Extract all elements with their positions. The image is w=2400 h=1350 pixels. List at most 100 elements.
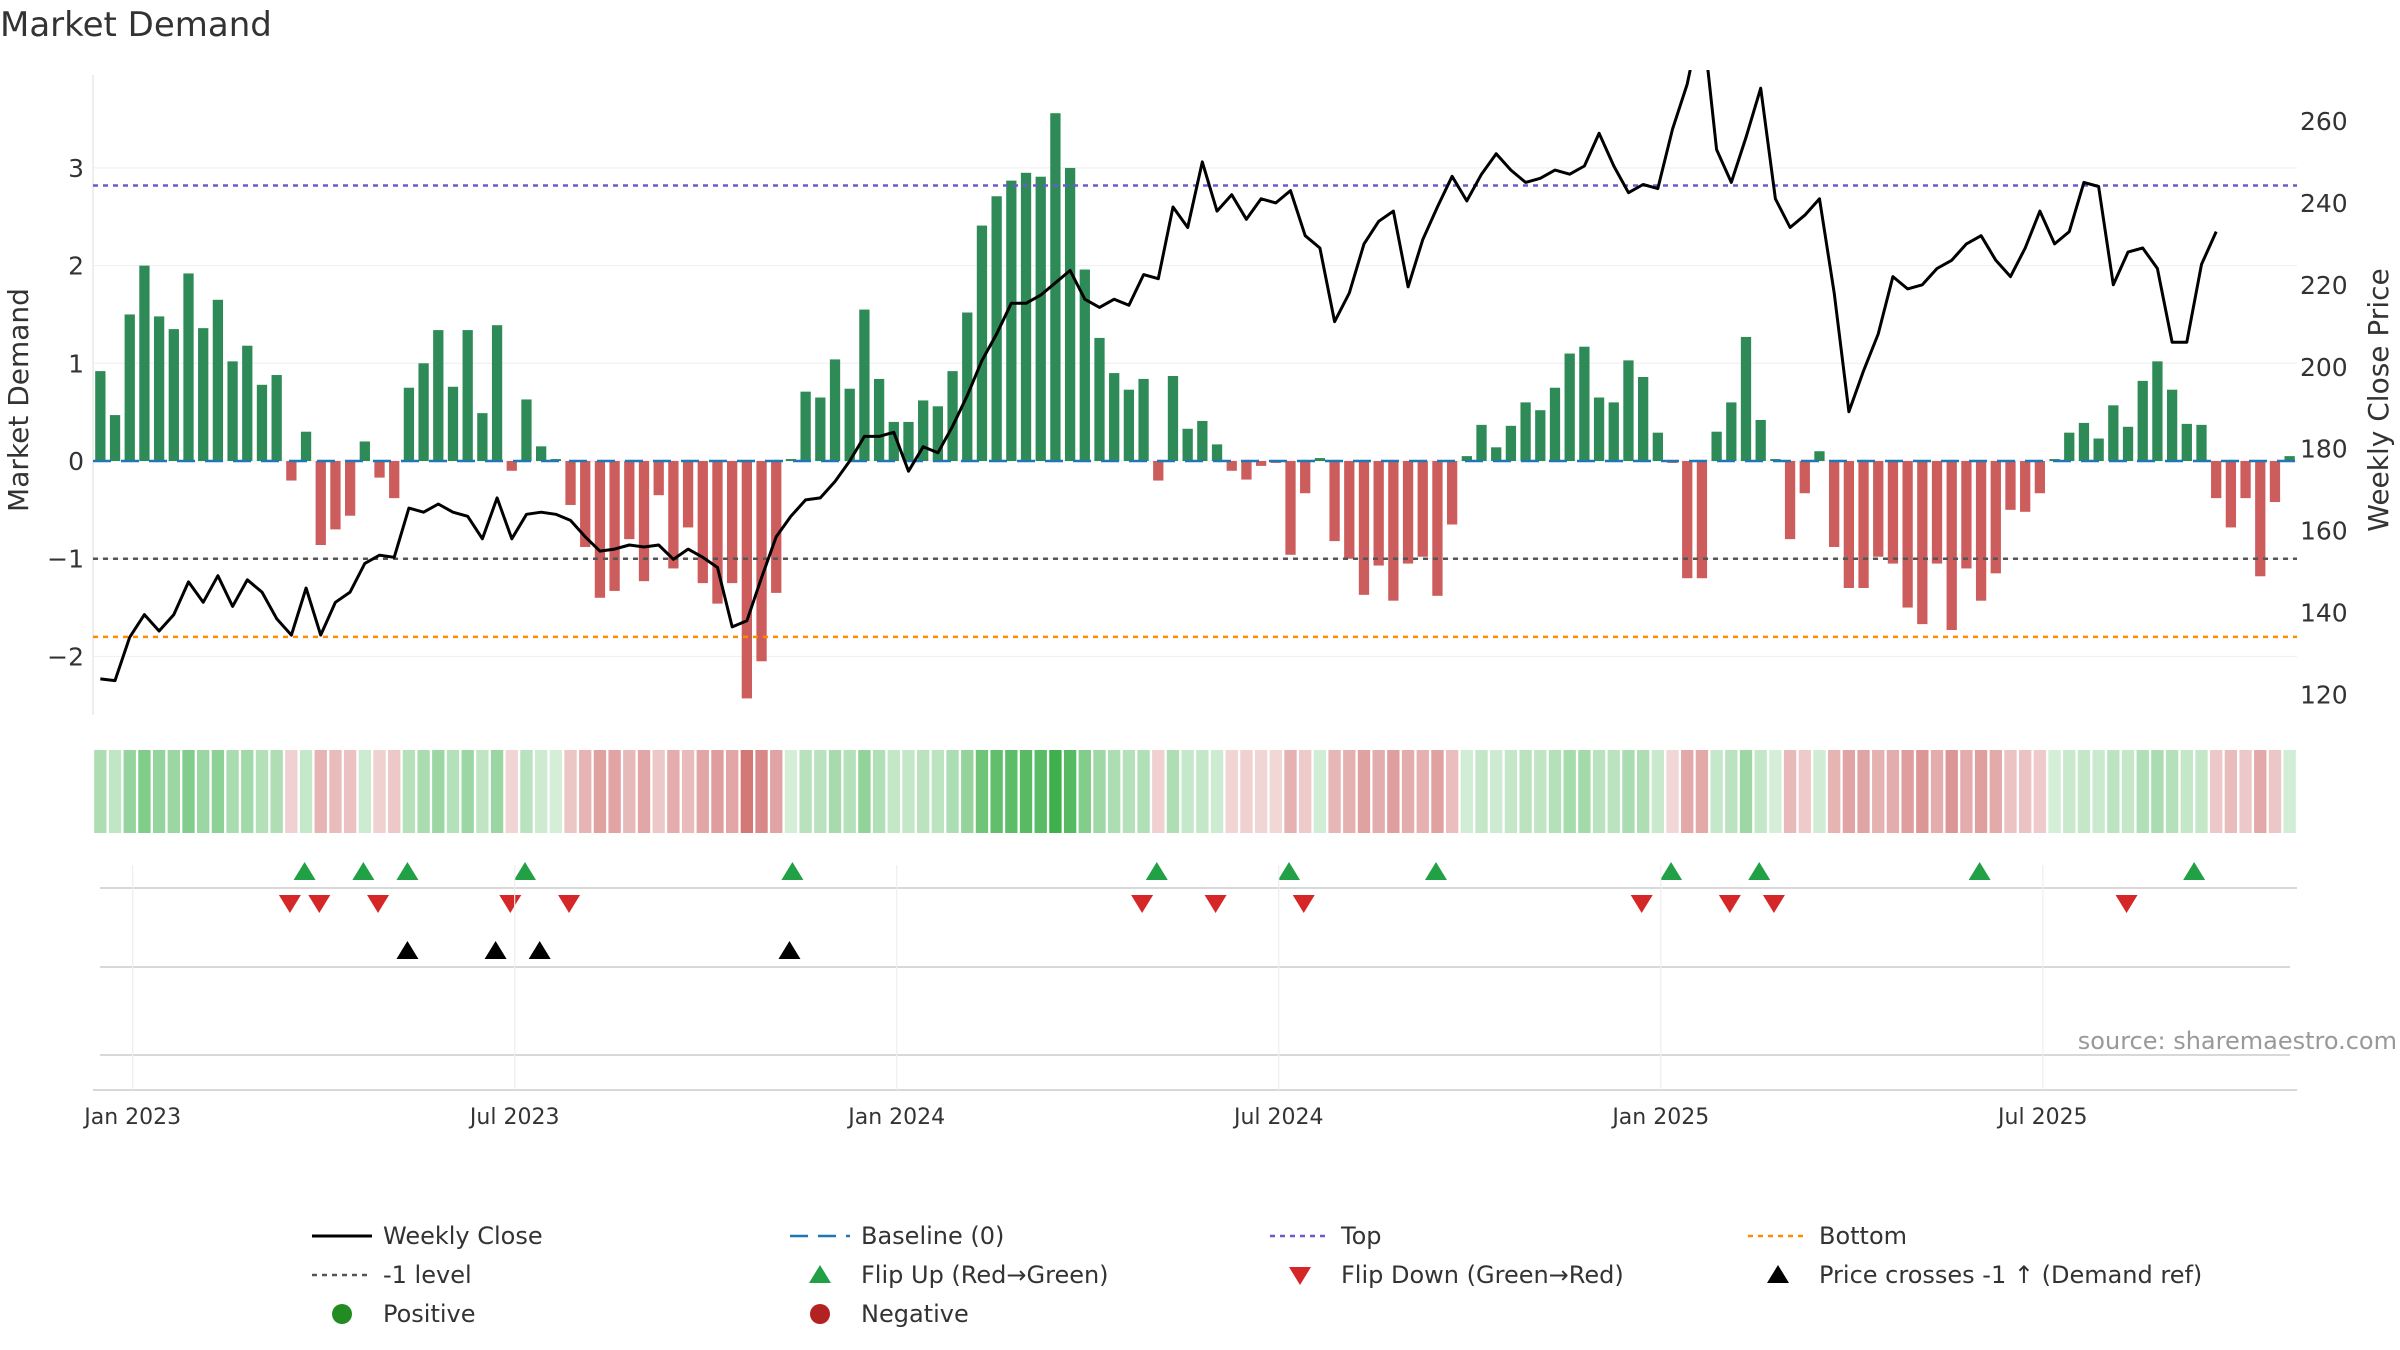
strip-cell	[711, 750, 724, 833]
positive-demand-bar	[1520, 402, 1531, 461]
strip-cell	[1901, 750, 1914, 833]
flip-down-marker	[278, 895, 301, 913]
negative-demand-bar	[1696, 461, 1708, 579]
positive-demand-bar	[198, 328, 209, 461]
strip-cell	[1989, 750, 2002, 833]
positive-demand-bar	[1064, 167, 1076, 461]
positive-demand-bar	[1006, 180, 1017, 461]
negative-demand-bar	[1784, 461, 1796, 540]
legend-positive-swatch	[332, 1304, 352, 1324]
positive-demand-bar	[2284, 456, 2295, 461]
chart-title: Market Demand	[0, 5, 272, 45]
negative-demand-bar	[1388, 461, 1399, 601]
positive-demand-bar	[447, 386, 459, 461]
positive-demand-bar	[95, 371, 106, 461]
positive-demand-bar	[153, 316, 165, 461]
strip-cell	[931, 750, 945, 833]
negative-demand-bar	[2225, 461, 2237, 528]
strip-cell	[1636, 750, 1650, 833]
negative-demand-bar	[580, 461, 591, 547]
strip-cell	[990, 750, 1003, 833]
strip-cell	[887, 750, 900, 833]
flip-down-marker	[1204, 895, 1227, 913]
negative-demand-bar	[2269, 461, 2281, 503]
flip-up-marker	[1145, 862, 1168, 880]
strip-cell	[1210, 750, 1224, 833]
negative-demand-bar	[1373, 461, 1384, 566]
flip-up-marker	[1660, 862, 1683, 880]
positive-demand-bar	[2122, 426, 2134, 461]
strip-cell	[197, 750, 210, 833]
left-y-tick-label: −2	[47, 642, 84, 671]
negative-demand-bar	[1402, 461, 1414, 564]
negative-demand-bar	[1285, 461, 1296, 555]
strip-cell	[1725, 750, 1738, 833]
strip-cell	[2283, 750, 2296, 833]
negative-demand-bar	[330, 461, 341, 530]
strip-cell	[961, 750, 974, 833]
strip-cell	[1328, 750, 1341, 833]
positive-demand-bar	[1197, 420, 1208, 461]
strip-cell	[1607, 750, 1620, 833]
negative-demand-bar	[624, 461, 635, 540]
strip-cell	[1945, 750, 1958, 833]
positive-demand-bar	[227, 361, 238, 461]
strip-cell	[343, 750, 357, 833]
positive-demand-bar	[521, 399, 532, 461]
negative-demand-bar	[756, 461, 767, 662]
flip-down-marker	[558, 895, 581, 913]
strip-cell	[270, 750, 283, 833]
strip-cell	[152, 750, 166, 833]
right-axis-label: Weekly Close Price	[2362, 268, 2395, 531]
strip-cell	[534, 750, 548, 833]
negative-demand-bar	[1829, 461, 1840, 547]
positive-demand-bar	[2108, 405, 2119, 461]
negative-demand-bar	[1961, 461, 1972, 569]
left-y-tick-label: 1	[68, 349, 84, 378]
negative-demand-bar	[1329, 461, 1340, 542]
flip-down-marker	[1762, 895, 1785, 913]
negative-demand-bar	[1843, 461, 1854, 588]
strip-cell	[1372, 750, 1385, 833]
strip-cell	[2019, 750, 2032, 833]
positive-demand-bar	[491, 325, 503, 461]
positive-demand-bar	[962, 312, 973, 461]
strip-cell	[329, 750, 342, 833]
positive-demand-bar	[1491, 447, 1502, 461]
strip-cell	[1284, 750, 1297, 833]
left-y-tick-label: 3	[68, 154, 84, 183]
strip-cell	[417, 750, 430, 833]
strip-cell	[1666, 750, 1679, 833]
strip-cell	[1475, 750, 1488, 833]
left-y-tick-label: −1	[47, 545, 84, 574]
event-markers	[93, 862, 2297, 1091]
negative-demand-bar	[1344, 461, 1355, 559]
legend-top-label: Top	[1340, 1222, 1382, 1250]
right-y-tick-label: 200	[2300, 353, 2348, 382]
strip-cell	[1225, 750, 1238, 833]
strip-cell	[461, 750, 474, 833]
right-y-tick-label: 180	[2300, 435, 2348, 464]
positive-demand-bar	[1138, 378, 1149, 461]
strip-cell	[182, 750, 195, 833]
strip-cell	[1034, 750, 1047, 833]
negative-demand-bar	[594, 461, 606, 598]
strip-cell	[696, 750, 709, 833]
positive-demand-bar	[1167, 376, 1179, 461]
positive-demand-bar	[1123, 389, 1135, 461]
strip-cell	[637, 750, 651, 833]
demand-bars	[95, 113, 2295, 699]
left-axis-label: Market Demand	[2, 288, 35, 512]
legend-minus-one-label: -1 level	[383, 1261, 472, 1289]
strip-cell	[1313, 750, 1327, 833]
negative-demand-bar	[1682, 461, 1693, 579]
right-y-tick-label: 160	[2300, 517, 2348, 546]
price-cross-marker	[778, 941, 801, 959]
negative-demand-bar	[682, 461, 694, 528]
flip-up-marker	[1424, 862, 1447, 880]
positive-demand-bar	[109, 415, 121, 461]
positive-demand-bar	[1461, 456, 1472, 461]
negative-demand-bar	[771, 461, 782, 593]
legend-flip-up-label: Flip Up (Red→Green)	[861, 1261, 1109, 1289]
source-note: source: sharemaestro.com	[2078, 1027, 2397, 1055]
